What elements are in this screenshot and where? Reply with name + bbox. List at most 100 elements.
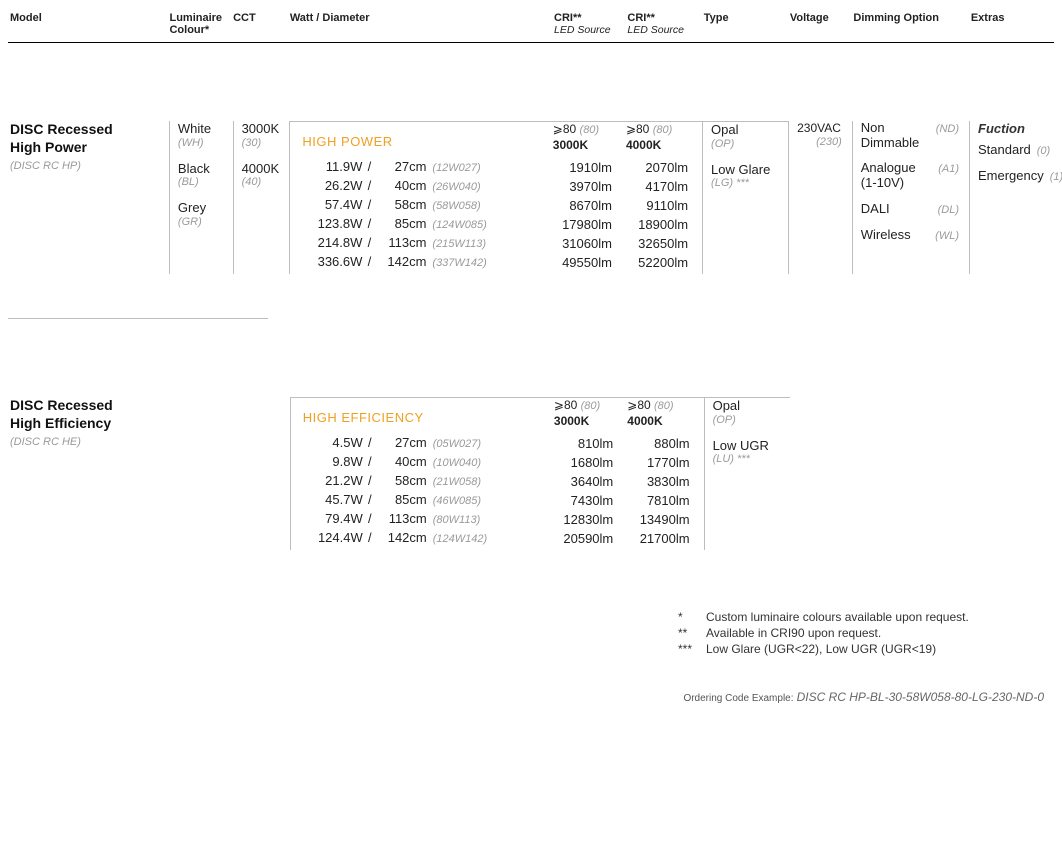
type-opal-c: (OP) bbox=[711, 138, 784, 150]
fn-c: Low Glare (UGR<22), Low UGR (UGR<19) bbox=[706, 642, 936, 656]
volt-l: 230VAC bbox=[797, 121, 848, 135]
hdr-cri1-t: CRI** bbox=[554, 12, 582, 24]
lumen-4000k: 880lm bbox=[627, 436, 699, 451]
hdr-type: Type bbox=[704, 12, 790, 36]
cct-4000: 4000K bbox=[242, 161, 286, 177]
ex-emg-c: (1) bbox=[1050, 171, 1062, 183]
col-black: Black bbox=[178, 161, 229, 177]
ord-code: DISC RC HP-BL-30-58W058-80-LG-230-ND-0 bbox=[797, 690, 1044, 704]
cri2-gc: (80) bbox=[653, 124, 673, 136]
spec-row: 124.4W/142cm(124W142) bbox=[303, 530, 554, 545]
section-high-power: DISC Recessed High Power (DISC RC HP) Wh… bbox=[8, 43, 1054, 274]
lumen-4000k: 21700lm bbox=[627, 531, 699, 546]
type-lowglare-c: (LG) *** bbox=[711, 177, 784, 189]
ord-lbl: Ordering Code Example: bbox=[683, 693, 793, 704]
hdr-cri2-s: LED Source bbox=[627, 24, 684, 36]
dim-nd: NonDimmable bbox=[861, 121, 920, 151]
lumen-4000k: 18900lm bbox=[626, 217, 698, 232]
hdr-watt: Watt / Diameter bbox=[290, 12, 554, 36]
ex-emg: Emergency bbox=[978, 168, 1044, 184]
type2-lu: Low UGR bbox=[713, 438, 786, 454]
hdr-voltage: Voltage bbox=[790, 12, 854, 36]
lumen-3000k: 1910lm bbox=[553, 160, 622, 175]
spec-row: 123.8W/85cm(124W085) bbox=[302, 216, 552, 231]
voltage-he bbox=[790, 397, 854, 550]
col-white: White bbox=[178, 121, 229, 137]
cri1b-gc: (80) bbox=[581, 400, 601, 412]
cri2-ge: ⩾80 bbox=[626, 122, 649, 136]
hdr-cri2-t: CRI** bbox=[627, 12, 655, 24]
model-he-code: (DISC RC HE) bbox=[10, 436, 165, 448]
model-he: DISC Recessed High Efficiency (DISC RC H… bbox=[8, 397, 169, 550]
cri1-gc: (80) bbox=[580, 124, 600, 136]
type-hp: Opal(OP) Low Glare(LG) *** bbox=[702, 121, 788, 274]
col-grey: Grey bbox=[178, 200, 229, 216]
spec-row: 336.6W/142cm(337W142) bbox=[302, 254, 552, 269]
spec-row: 4.5W/27cm(05W027) bbox=[303, 435, 554, 450]
footnotes: *Custom luminaire colours available upon… bbox=[8, 610, 1054, 656]
model-hp: DISC Recessed High Power (DISC RC HP) bbox=[8, 121, 169, 274]
lumen-3000k: 810lm bbox=[554, 436, 623, 451]
title-hp: HIGH POWER bbox=[302, 134, 552, 149]
spec-row: 26.2W/40cm(26W040) bbox=[302, 178, 552, 193]
ex-std: Standard bbox=[978, 142, 1031, 158]
ex-std-c: (0) bbox=[1037, 145, 1050, 157]
extras-hp: Fuction Standard(0) Emergency(1) bbox=[969, 121, 1054, 274]
lumen-3000k: 31060lm bbox=[553, 236, 622, 251]
dim-dali-c: (DL) bbox=[938, 204, 959, 216]
ordering-example: Ordering Code Example: DISC RC HP-BL-30-… bbox=[8, 690, 1054, 704]
dim-wl-c: (WL) bbox=[935, 230, 959, 242]
fn-b: Available in CRI90 upon request. bbox=[706, 626, 881, 640]
lumen-3000k: 17980lm bbox=[553, 217, 622, 232]
hdr-cri1-s: LED Source bbox=[554, 24, 611, 36]
cri1b-k: 3000K bbox=[554, 414, 623, 428]
spec-row: 9.8W/40cm(10W040) bbox=[303, 454, 554, 469]
spec-row: 45.7W/85cm(46W085) bbox=[303, 492, 554, 507]
watt-hp: HIGH POWER 11.9W/27cm(12W027) 26.2W/40cm(… bbox=[289, 121, 552, 274]
colours-he bbox=[169, 397, 233, 550]
dim-an-c: (A1) bbox=[938, 163, 959, 175]
hdr-colour-text: Luminaire Colour* bbox=[169, 12, 233, 36]
spec-row: 21.2W/58cm(21W058) bbox=[303, 473, 554, 488]
cct-hp: 3000K(30) 4000K(40) bbox=[233, 121, 290, 274]
extras-he bbox=[971, 397, 1054, 550]
lumen-3000k: 12830lm bbox=[554, 512, 623, 527]
hdr-dimming: Dimming Option bbox=[853, 12, 970, 36]
cri1-ge: ⩾80 bbox=[553, 122, 576, 136]
cri2-k: 4000K bbox=[626, 138, 698, 152]
hdr-cri1: CRI** LED Source bbox=[554, 12, 627, 36]
lumen-3000k: 20590lm bbox=[554, 531, 623, 546]
cri2-he: ⩾80 (80) 4000K 880lm1770lm3830lm7810lm13… bbox=[627, 397, 703, 550]
type-lowglare: Low Glare bbox=[711, 162, 784, 178]
cct-4000-c: (40) bbox=[242, 176, 286, 188]
cri2b-k: 4000K bbox=[627, 414, 699, 428]
lumen-3000k: 3970lm bbox=[553, 179, 622, 194]
hdr-model: Model bbox=[8, 12, 169, 36]
model-hp-l1: DISC Recessed bbox=[10, 121, 165, 139]
hdr-extras: Extras bbox=[971, 12, 1054, 36]
lumen-4000k: 52200lm bbox=[626, 255, 698, 270]
model-he-l2: High Efficiency bbox=[10, 415, 165, 433]
lumen-4000k: 32650lm bbox=[626, 236, 698, 251]
spec-row: 57.4W/58cm(58W058) bbox=[302, 197, 552, 212]
cct-3000: 3000K bbox=[242, 121, 286, 137]
lumen-4000k: 1770lm bbox=[627, 455, 699, 470]
hdr-cct: CCT bbox=[233, 12, 290, 36]
extras-head: Fuction bbox=[978, 121, 1050, 136]
spec-row: 11.9W/27cm(12W027) bbox=[302, 159, 552, 174]
voltage-hp: 230VAC (230) bbox=[788, 121, 852, 274]
dim-an: Analogue(1-10V) bbox=[861, 161, 916, 191]
lumen-3000k: 1680lm bbox=[554, 455, 623, 470]
section-high-efficiency: DISC Recessed High Efficiency (DISC RC H… bbox=[8, 319, 1054, 550]
cct-he bbox=[233, 397, 290, 550]
type2-opal: Opal bbox=[713, 398, 786, 414]
lumen-4000k: 9110lm bbox=[626, 198, 698, 213]
type2-lu-c: (LU) *** bbox=[713, 453, 786, 465]
dim-dali: DALI bbox=[861, 201, 890, 217]
lumen-4000k: 2070lm bbox=[626, 160, 698, 175]
type-opal: Opal bbox=[711, 122, 784, 138]
cri2b-ge: ⩾80 bbox=[627, 398, 650, 412]
lumen-4000k: 13490lm bbox=[627, 512, 699, 527]
volt-c: (230) bbox=[797, 136, 848, 148]
col-white-c: (WH) bbox=[178, 137, 229, 149]
